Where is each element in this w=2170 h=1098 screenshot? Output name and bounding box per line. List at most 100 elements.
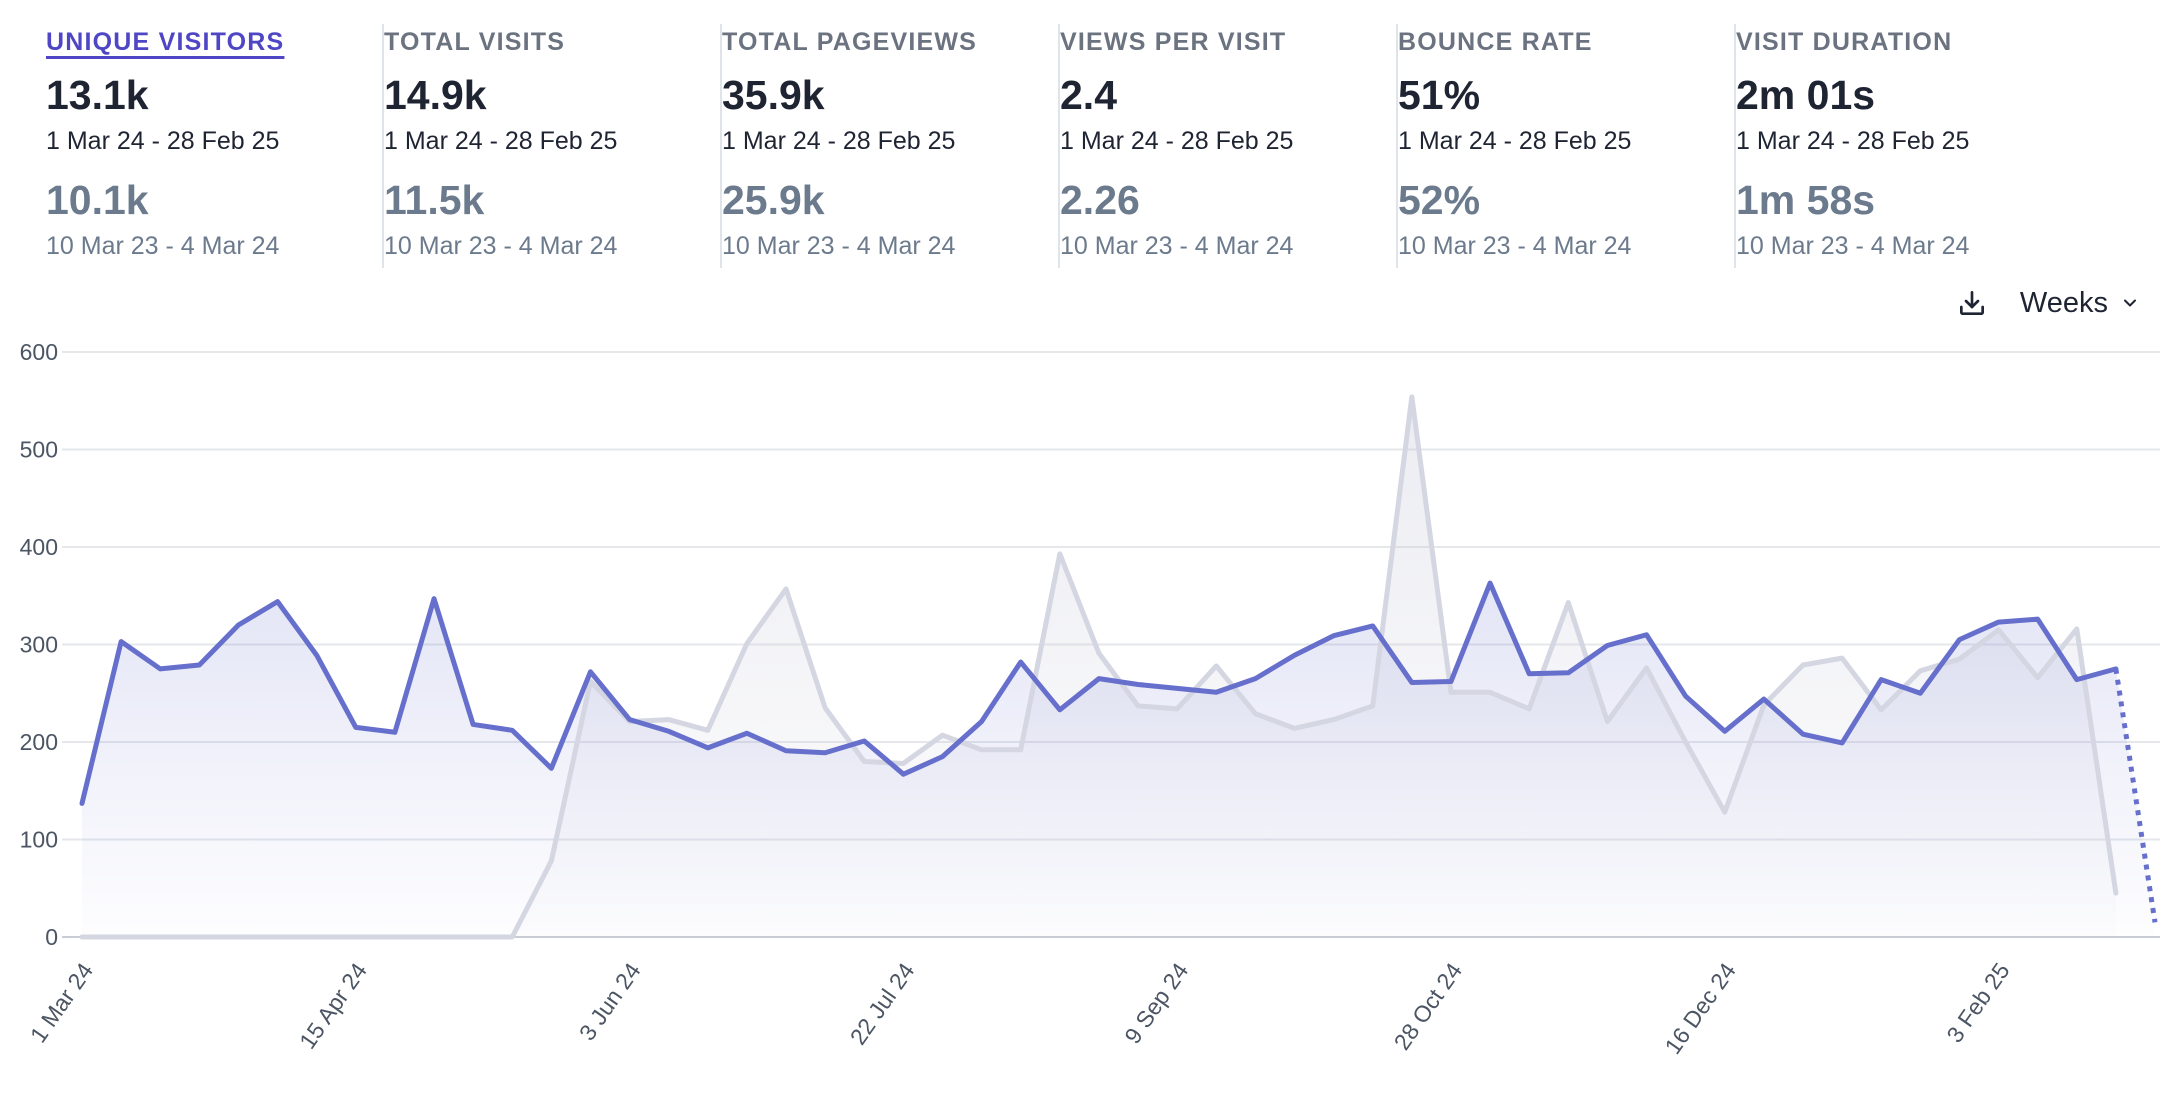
current-series-area bbox=[82, 583, 2155, 937]
previous-series-point bbox=[1840, 656, 1845, 661]
current-series-point bbox=[2153, 920, 2158, 925]
previous-series-point bbox=[862, 759, 867, 764]
previous-series-point bbox=[1800, 662, 1805, 667]
metric-value: 51% bbox=[1398, 72, 1481, 118]
download-icon[interactable] bbox=[1952, 283, 1992, 323]
current-series-point bbox=[1292, 653, 1297, 658]
previous-series-point bbox=[901, 761, 906, 766]
metric-total-visits[interactable]: TOTAL VISITS 14.9k 1 Mar 24 - 28 Feb 25 … bbox=[384, 24, 722, 270]
previous-series-point bbox=[1761, 702, 1766, 707]
current-series-point bbox=[80, 801, 85, 806]
metric-total-pageviews[interactable]: TOTAL PAGEVIEWS 35.9k 1 Mar 24 - 28 Feb … bbox=[722, 24, 1060, 270]
chevron-down-icon bbox=[2124, 299, 2136, 307]
previous-series-point bbox=[1096, 651, 1101, 656]
current-series-partial-segment bbox=[2113, 668, 2158, 923]
current-series-point bbox=[1253, 676, 1258, 681]
interval-label: Weeks bbox=[2019, 286, 2108, 319]
y-tick-label: 400 bbox=[20, 534, 58, 560]
previous-series-point bbox=[588, 679, 593, 684]
metric-previous-value: 11.5k bbox=[384, 177, 485, 223]
x-tick-label: 16 Dec 24 bbox=[1659, 958, 1741, 1059]
previous-series-point bbox=[1488, 690, 1493, 695]
current-series-point bbox=[1409, 680, 1414, 685]
current-series-point bbox=[1722, 729, 1727, 734]
visitors-chart: 0 100 200 300 400 500 600 1 Mar 24 15 Apr 24 3 J… bbox=[20, 339, 2160, 1059]
y-tick-label: 300 bbox=[20, 632, 58, 658]
current-series-point bbox=[1527, 671, 1532, 676]
metric-visit-duration[interactable]: VISIT DURATION 2m 01s 1 Mar 24 - 28 Feb … bbox=[1736, 24, 2074, 270]
current-series-point bbox=[353, 725, 358, 730]
current-series-point bbox=[1214, 690, 1219, 695]
previous-series-point bbox=[940, 733, 945, 738]
current-series-point bbox=[236, 623, 241, 628]
metric-divider bbox=[382, 24, 384, 268]
current-series-point bbox=[1879, 677, 1884, 682]
current-series-point bbox=[275, 599, 280, 604]
metric-label[interactable]: TOTAL PAGEVIEWS bbox=[722, 28, 978, 56]
metrics-bar: UNIQUE VISITORS 13.1k 1 Mar 24 - 28 Feb … bbox=[0, 0, 2170, 275]
previous-series-point bbox=[1448, 690, 1453, 695]
metric-previous-value: 10.1k bbox=[46, 177, 149, 223]
current-series-point bbox=[1096, 676, 1101, 681]
metric-divider bbox=[1058, 24, 1060, 268]
current-series-point bbox=[1057, 707, 1062, 712]
current-series-point bbox=[314, 653, 319, 658]
metric-range: 1 Mar 24 - 28 Feb 25 bbox=[1398, 127, 1632, 155]
current-series-point bbox=[901, 772, 906, 777]
metric-label[interactable]: TOTAL VISITS bbox=[384, 28, 566, 56]
previous-series-point bbox=[1018, 747, 1023, 752]
metric-previous-range: 10 Mar 23 - 4 Mar 24 bbox=[384, 232, 618, 260]
current-series-point bbox=[1800, 732, 1805, 737]
previous-series-point bbox=[1996, 627, 2001, 632]
metric-label[interactable]: UNIQUE VISITORS bbox=[46, 28, 285, 56]
metric-previous-value: 52% bbox=[1398, 177, 1481, 223]
current-series-point bbox=[197, 662, 202, 667]
previous-series-point bbox=[549, 858, 554, 863]
x-tick-label: 3 Jun 24 bbox=[574, 958, 646, 1045]
current-series-point bbox=[940, 754, 945, 759]
metric-range: 1 Mar 24 - 28 Feb 25 bbox=[722, 127, 956, 155]
current-series-point bbox=[549, 766, 554, 771]
metric-label[interactable]: VISIT DURATION bbox=[1736, 28, 1953, 56]
previous-series-point bbox=[1683, 740, 1688, 745]
metric-previous-value: 25.9k bbox=[722, 177, 825, 223]
current-series-point bbox=[1370, 623, 1375, 628]
previous-series-point bbox=[1879, 707, 1884, 712]
previous-series-point bbox=[1175, 706, 1180, 711]
metric-bounce-rate[interactable]: BOUNCE RATE 51% 1 Mar 24 - 28 Feb 25 52%… bbox=[1398, 24, 1736, 270]
previous-series-point bbox=[1136, 703, 1141, 708]
current-series-point bbox=[1018, 660, 1023, 665]
metric-views-per-visit[interactable]: VIEWS PER VISIT 2.4 1 Mar 24 - 28 Feb 25… bbox=[1060, 24, 1398, 270]
previous-series-point bbox=[1527, 706, 1532, 711]
current-series-point bbox=[510, 728, 515, 733]
current-series-point bbox=[1488, 581, 1493, 586]
x-tick-label: 9 Sep 24 bbox=[1119, 958, 1193, 1049]
current-series-point bbox=[666, 729, 671, 734]
metric-range: 1 Mar 24 - 28 Feb 25 bbox=[1736, 127, 1970, 155]
current-series-point bbox=[1175, 686, 1180, 691]
current-series-point bbox=[158, 666, 163, 671]
previous-series-point bbox=[744, 641, 749, 646]
current-series-point bbox=[1644, 632, 1649, 637]
previous-series-point bbox=[236, 935, 241, 940]
metric-divider bbox=[1396, 24, 1398, 268]
current-series-line bbox=[79, 580, 2119, 806]
previous-series-line bbox=[79, 394, 2119, 940]
metric-label[interactable]: BOUNCE RATE bbox=[1398, 28, 1593, 56]
previous-series-point bbox=[353, 935, 358, 940]
y-tick-label: 600 bbox=[20, 339, 58, 365]
current-series-point bbox=[823, 750, 828, 755]
previous-series-point bbox=[1722, 810, 1727, 815]
current-series-point bbox=[979, 719, 984, 724]
previous-series-point bbox=[1644, 665, 1649, 670]
metric-unique-visitors[interactable]: UNIQUE VISITORS 13.1k 1 Mar 24 - 28 Feb … bbox=[46, 24, 384, 270]
metric-value: 13.1k bbox=[46, 72, 149, 118]
interval-select[interactable]: Weeks bbox=[2020, 287, 2140, 320]
previous-series-point bbox=[705, 728, 710, 733]
previous-series-point bbox=[979, 747, 984, 752]
metric-label[interactable]: VIEWS PER VISIT bbox=[1060, 28, 1287, 56]
previous-series-point bbox=[197, 935, 202, 940]
previous-series-point bbox=[1409, 394, 1414, 399]
current-series-point bbox=[1566, 670, 1571, 675]
current-series-point bbox=[1957, 637, 1962, 642]
